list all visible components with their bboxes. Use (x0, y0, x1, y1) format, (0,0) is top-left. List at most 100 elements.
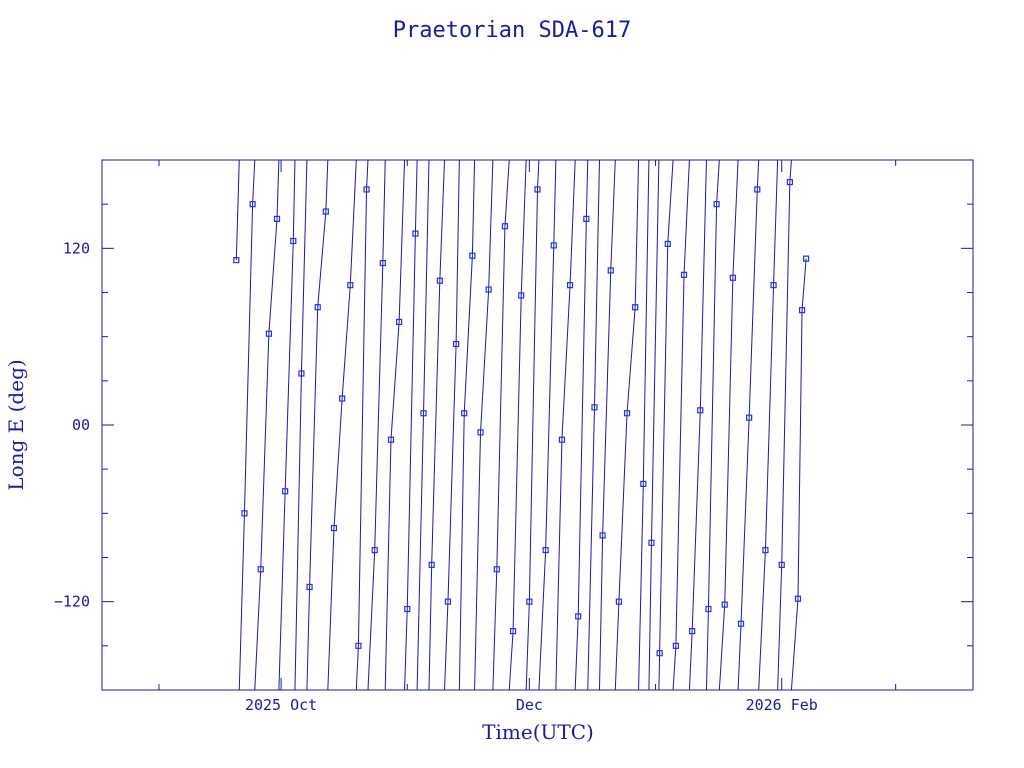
series-line-segment (306, 586, 311, 691)
data-point-marker (273, 215, 281, 222)
data-point-marker (282, 488, 289, 495)
series-line-segment (537, 159, 540, 190)
series-line-segment (367, 550, 376, 691)
tick-layer (102, 160, 973, 690)
series-line-segment (545, 245, 555, 551)
series-line-segment (610, 159, 616, 271)
data-point-marker (290, 237, 297, 245)
data-point-marker (664, 240, 671, 248)
data-point-marker (339, 395, 346, 402)
data-point-marker (371, 547, 378, 554)
series-line-segment (268, 218, 278, 334)
series-line-segment (569, 159, 576, 286)
y-axis-label: Long E (deg) (4, 359, 28, 490)
series-line-segment (724, 277, 734, 605)
data-point-marker (798, 307, 806, 314)
data-point-marker (379, 259, 386, 267)
series-line-segment (357, 189, 368, 646)
data-point-marker (477, 429, 484, 436)
series-line-segment (480, 289, 490, 433)
data-point-marker (404, 605, 411, 613)
series-line-segment (382, 159, 386, 264)
data-point-marker (436, 277, 443, 284)
data-point-marker (786, 178, 793, 186)
series-line-segment (634, 159, 640, 308)
series-line-segment (235, 159, 240, 261)
series-line-segment (512, 295, 522, 632)
series-line-segment (538, 550, 547, 691)
series-line-segment (349, 159, 357, 286)
series-line-segment (587, 407, 595, 691)
data-point-marker (420, 410, 427, 417)
y-tick-label: 120 (63, 239, 90, 257)
series-line-segment (292, 159, 296, 241)
data-point-marker (746, 414, 753, 421)
series-line-segment (474, 432, 482, 691)
data-point-marker (697, 407, 704, 414)
plot-area (101, 159, 974, 691)
data-point-marker (754, 186, 761, 193)
x-tick-label: 2025 Oct (245, 696, 317, 714)
data-point-marker (412, 230, 419, 237)
data-point-marker (615, 598, 623, 605)
series-line-segment (374, 263, 384, 551)
series-line-segment (737, 623, 742, 691)
series-line-segment (366, 159, 369, 190)
data-point-marker (689, 628, 696, 635)
series-line-segment (801, 258, 807, 311)
series-line-segment (675, 274, 685, 646)
data-point-marker (623, 410, 631, 417)
series-line-segment (740, 417, 750, 624)
series-line-segment (705, 609, 709, 691)
series-line-segment (276, 159, 280, 219)
series-line-segment (790, 598, 799, 691)
data-point-marker (314, 304, 321, 311)
series-line-segment (278, 491, 286, 691)
series-line-segment (691, 410, 701, 632)
data-point-marker (428, 561, 435, 568)
data-point-marker (648, 539, 655, 546)
series-line-segment (777, 564, 783, 691)
series-line-segment (300, 159, 308, 374)
series-line-segment (414, 159, 418, 234)
series-line-segment (439, 159, 446, 281)
series-line-segment (648, 542, 652, 691)
series-line-segment (585, 159, 589, 219)
data-point-marker (640, 480, 647, 487)
series-line-segment (238, 513, 245, 691)
series-line-segment (428, 564, 433, 691)
data-point-marker (550, 242, 557, 249)
data-point-marker (591, 404, 598, 411)
data-point-marker (526, 598, 533, 605)
series-line-segment (614, 601, 620, 691)
x-axis-label: Time(UTC) (482, 720, 594, 744)
data-point-marker (257, 566, 264, 573)
y-tick-label: 00 (72, 416, 90, 434)
data-point-marker (501, 223, 509, 230)
series-line-segment (254, 569, 262, 691)
series-line-segment (602, 270, 612, 536)
series-line-segment (252, 159, 256, 205)
series-line-segment (764, 285, 775, 551)
y-tick-label: −120 (54, 593, 90, 611)
series-line-segment (659, 243, 669, 654)
series-line-segment (732, 159, 739, 278)
data-point-marker (737, 620, 745, 627)
series-line-segment (642, 159, 650, 484)
series-line-segment (781, 182, 791, 565)
series-line-segment (577, 218, 587, 617)
data-point-marker (599, 532, 606, 539)
y-tick-labels: 120 00 −120 (54, 239, 90, 610)
series-line-segment (667, 159, 674, 244)
plot-frame (101, 159, 974, 691)
series-line-segment (789, 159, 792, 183)
series-line-segment (463, 255, 473, 414)
data-point-marker (713, 201, 720, 208)
series-line-segment (553, 159, 557, 246)
series-line-segment (243, 204, 254, 514)
series-line-segment (492, 569, 498, 691)
data-point-marker (794, 595, 802, 602)
data-point-marker (721, 601, 728, 608)
series-line-segment (423, 159, 430, 414)
series-line-segment (390, 321, 400, 440)
